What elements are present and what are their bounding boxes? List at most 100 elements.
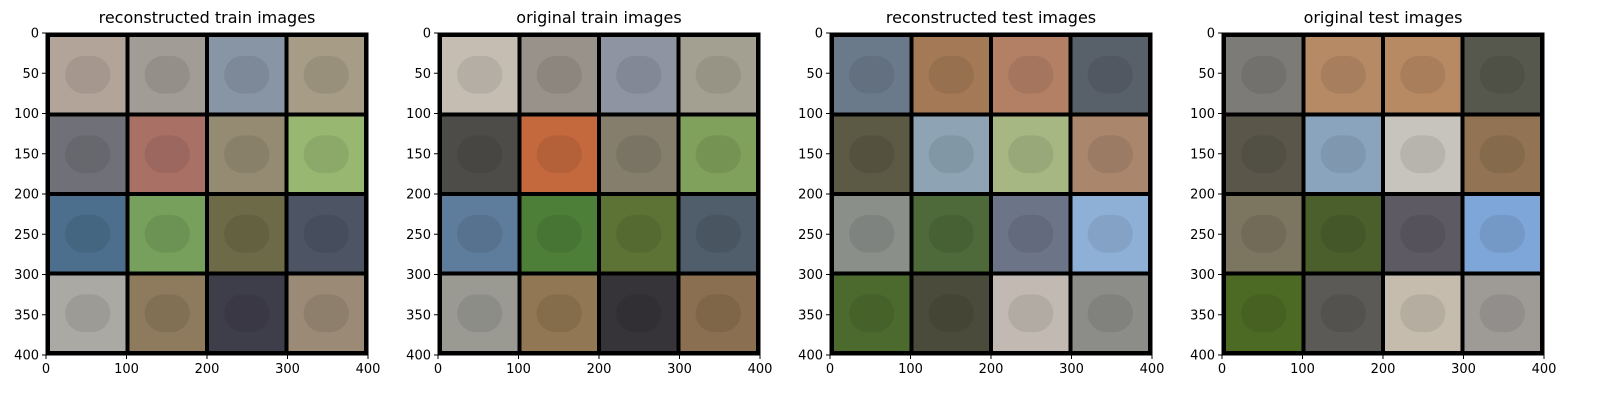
y-tick-label: 50	[806, 67, 823, 82]
y-tick-label: 400	[406, 349, 431, 364]
image-tile	[913, 196, 989, 272]
image-tile-subject	[224, 135, 270, 174]
panel-title: reconstructed test images	[886, 8, 1096, 27]
image-tile	[209, 196, 285, 272]
image-tile-subject	[616, 55, 662, 94]
image-tile-subject	[224, 294, 270, 333]
image-tile-subject	[303, 294, 349, 333]
image-tile	[601, 116, 677, 192]
x-tick-label: 300	[667, 362, 692, 377]
image-tile-subject	[1008, 135, 1054, 174]
image-tile-subject	[224, 55, 270, 94]
image-tile-subject	[1087, 135, 1133, 174]
image-tile	[913, 37, 989, 113]
image-tile-subject	[1400, 214, 1446, 253]
x-tick-label: 200	[195, 362, 220, 377]
image-tile	[913, 116, 989, 192]
y-tick-label: 200	[1190, 188, 1215, 203]
image-tile-subject	[1241, 294, 1287, 333]
image-tile	[1385, 275, 1461, 351]
image-tile-subject	[1087, 55, 1133, 94]
image-tile	[913, 275, 989, 351]
image-tile-subject	[849, 294, 895, 333]
y-tick-label: 100	[406, 107, 431, 122]
image-tile	[1072, 196, 1148, 272]
image-tile	[129, 196, 205, 272]
image-tile	[680, 275, 756, 351]
image-tile-subject	[536, 214, 582, 253]
x-tick-label: 0	[826, 362, 834, 377]
image-tile	[1385, 196, 1461, 272]
y-tick-label: 50	[1198, 67, 1215, 82]
x-tick-label: 200	[1371, 362, 1396, 377]
image-tile-subject	[1400, 55, 1446, 94]
image-tile-subject	[65, 55, 111, 94]
x-tick-label: 100	[506, 362, 531, 377]
x-tick-label: 400	[1140, 362, 1165, 377]
image-tile	[993, 196, 1069, 272]
image-tile-subject	[303, 214, 349, 253]
y-tick-label: 0	[31, 27, 39, 42]
image-tile	[521, 37, 597, 113]
image-tile	[834, 116, 910, 192]
image-tile	[521, 116, 597, 192]
image-tile	[129, 37, 205, 113]
image-tile	[1464, 37, 1540, 113]
image-tile-subject	[1479, 135, 1525, 174]
panel-title: original test images	[1304, 8, 1463, 27]
y-tick-label: 50	[22, 67, 39, 82]
image-tile-subject	[1479, 294, 1525, 333]
image-tile-subject	[849, 55, 895, 94]
image-tile-subject	[65, 294, 111, 333]
image-tile	[50, 116, 126, 192]
image-tile-subject	[1320, 135, 1366, 174]
y-tick-label: 200	[406, 188, 431, 203]
image-tile-subject	[1479, 214, 1525, 253]
image-tile	[1072, 37, 1148, 113]
panel-title: original train images	[516, 8, 681, 27]
image-tile-subject	[144, 294, 190, 333]
image-tile	[1072, 275, 1148, 351]
image-tile	[1385, 116, 1461, 192]
image-tile	[1385, 37, 1461, 113]
image-tile-subject	[144, 214, 190, 253]
image-tile-subject	[1320, 214, 1366, 253]
image-tile	[288, 116, 364, 192]
x-tick-label: 0	[434, 362, 442, 377]
x-tick-label: 300	[1059, 362, 1084, 377]
image-tile-subject	[1008, 214, 1054, 253]
image-tile	[1464, 275, 1540, 351]
image-tile-subject	[457, 135, 503, 174]
y-tick-label: 300	[798, 268, 823, 283]
image-tile	[129, 116, 205, 192]
image-tile	[680, 37, 756, 113]
image-tile	[1305, 37, 1381, 113]
image-tile	[442, 196, 518, 272]
image-tile	[1464, 116, 1540, 192]
image-tile-subject	[303, 135, 349, 174]
y-tick-label: 300	[406, 268, 431, 283]
image-tile-subject	[928, 135, 974, 174]
x-tick-label: 300	[275, 362, 300, 377]
y-tick-label: 350	[1190, 308, 1215, 323]
image-tile-subject	[695, 294, 741, 333]
x-tick-label: 200	[979, 362, 1004, 377]
y-tick-label: 400	[14, 349, 39, 364]
image-tile-subject	[616, 135, 662, 174]
image-tile	[993, 37, 1069, 113]
image-tile	[680, 116, 756, 192]
image-tile	[1226, 37, 1302, 113]
image-tile-subject	[536, 135, 582, 174]
image-tile	[1226, 275, 1302, 351]
image-tile-subject	[1479, 55, 1525, 94]
image-tile-subject	[695, 55, 741, 94]
image-tile-subject	[849, 135, 895, 174]
image-tile	[521, 275, 597, 351]
y-tick-label: 50	[414, 67, 431, 82]
y-tick-label: 0	[423, 27, 431, 42]
image-tile	[601, 275, 677, 351]
